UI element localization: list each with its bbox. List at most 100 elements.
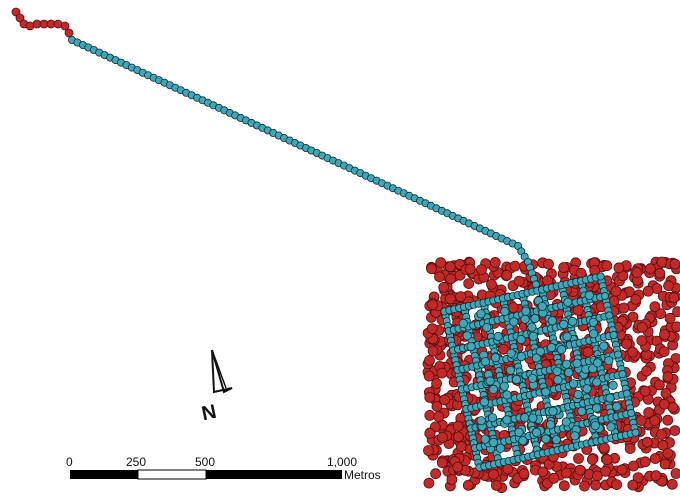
red-node-icon <box>632 268 642 278</box>
teal-node-icon <box>578 407 586 415</box>
red-node-icon <box>663 448 673 458</box>
red-node-icon <box>425 428 435 438</box>
red-node-icon <box>424 371 434 381</box>
teal-node-icon <box>519 437 527 445</box>
red-node-icon <box>561 468 571 478</box>
red-node-icon <box>446 274 456 284</box>
red-node-icon <box>514 276 524 286</box>
red-node-icon <box>489 469 499 479</box>
teal-node-icon <box>532 428 540 436</box>
teal-node-icon <box>585 291 593 299</box>
teal-node-icon <box>565 368 573 376</box>
red-node-icon <box>591 480 601 490</box>
red-node-icon <box>427 324 437 334</box>
teal-node-icon <box>483 323 491 331</box>
teal-node-icon <box>594 359 602 367</box>
teal-node-icon <box>613 402 621 410</box>
red-node-icon <box>453 462 463 472</box>
red-node-icon <box>502 270 512 280</box>
teal-node-icon <box>529 332 537 340</box>
teal-node-icon <box>521 414 529 422</box>
teal-node-icon <box>501 307 509 315</box>
red-node-icon <box>640 386 650 396</box>
teal-node-icon <box>628 410 635 417</box>
red-node-icon <box>453 432 463 442</box>
teal-node-icon <box>538 302 546 310</box>
red-node-icon <box>664 281 674 291</box>
teal-node-icon <box>610 331 617 338</box>
red-node-icon <box>663 372 673 382</box>
red-node-icon <box>438 432 448 442</box>
red-node-icon <box>549 473 559 483</box>
teal-node-icon <box>593 404 601 412</box>
teal-node-icon <box>615 351 622 358</box>
red-node-icon <box>447 475 457 485</box>
red-node-icon <box>660 330 670 340</box>
red-node-icon <box>629 461 639 471</box>
red-node-icon <box>611 286 621 296</box>
teal-node-icon <box>548 317 556 325</box>
red-node-icon <box>440 395 450 405</box>
teal-node-icon <box>542 435 550 443</box>
teal-pipeline-line <box>68 36 539 288</box>
teal-node-icon <box>491 354 499 362</box>
teal-node-icon <box>560 320 568 328</box>
teal-node-icon <box>600 342 608 350</box>
scale-segment-3 <box>206 470 274 479</box>
red-node-icon <box>424 446 434 456</box>
red-node-icon <box>445 262 455 272</box>
red-node-icon <box>655 268 665 278</box>
teal-node-icon <box>554 376 562 384</box>
red-node-icon <box>425 410 435 420</box>
red-node-icon <box>670 259 680 269</box>
red-node-icon <box>65 29 73 37</box>
red-node-icon <box>587 455 597 465</box>
teal-node-icon <box>573 359 581 367</box>
teal-node-icon <box>477 417 485 425</box>
red-node-icon <box>642 437 652 447</box>
red-node-path <box>12 8 73 37</box>
red-node-icon <box>491 480 501 490</box>
red-node-icon <box>428 346 438 356</box>
teal-node-icon <box>488 414 496 422</box>
red-node-icon <box>657 430 667 440</box>
red-node-icon <box>602 261 612 271</box>
teal-node-icon <box>459 319 467 327</box>
red-node-icon <box>432 379 442 389</box>
teal-node-icon <box>571 432 579 440</box>
red-node-icon <box>650 416 660 426</box>
scale-bar <box>70 470 342 479</box>
teal-node-icon <box>481 357 489 365</box>
red-node-icon <box>617 465 627 475</box>
red-node-icon <box>651 471 661 481</box>
teal-node-icon <box>489 438 497 446</box>
teal-node-icon <box>606 312 613 319</box>
teal-node-icon <box>609 381 617 389</box>
teal-node-icon <box>515 428 523 436</box>
teal-node-icon <box>583 385 591 393</box>
teal-node-icon <box>557 345 565 353</box>
red-node-icon <box>654 380 664 390</box>
teal-node-icon <box>569 380 577 388</box>
red-node-icon <box>583 347 593 357</box>
scale-unit-label: Metros <box>344 468 381 482</box>
red-node-icon <box>663 415 673 425</box>
red-node-icon <box>672 322 680 332</box>
red-node-icon <box>456 292 466 302</box>
teal-node-icon <box>607 423 615 431</box>
teal-node-icon <box>512 375 520 383</box>
red-node-icon <box>628 480 638 490</box>
scale-segment-2 <box>138 470 206 479</box>
red-node-icon <box>671 469 680 479</box>
red-node-icon <box>575 465 585 475</box>
teal-node-icon <box>522 307 530 315</box>
red-node-icon <box>670 426 680 436</box>
red-node-icon <box>612 480 622 490</box>
red-node-icon <box>437 458 447 468</box>
teal-node-icon <box>517 335 525 343</box>
red-node-icon <box>434 412 444 422</box>
red-node-icon <box>490 257 500 267</box>
red-node-icon <box>602 455 612 465</box>
teal-node-icon <box>568 317 576 325</box>
